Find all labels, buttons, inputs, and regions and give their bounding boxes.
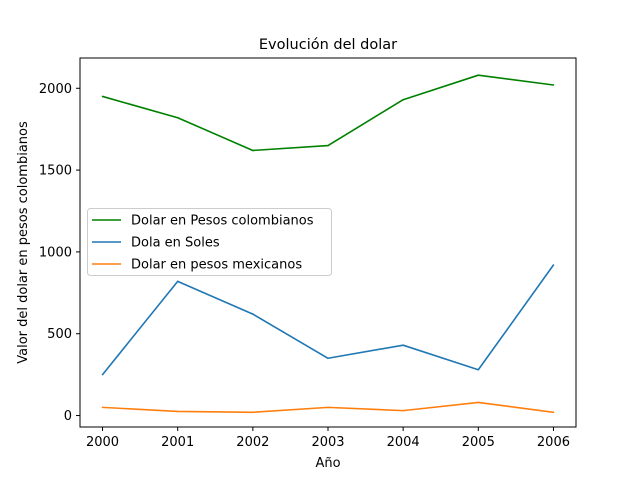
legend-label: Dolar en pesos mexicanos [131,258,302,273]
data-point [101,95,104,98]
x-tick-label: 2003 [311,435,344,450]
data-point [252,313,254,315]
data-point [477,401,480,404]
data-point [327,357,329,360]
x-tick-label: 2002 [236,435,269,450]
data-point [402,98,404,101]
data-point [552,411,555,414]
data-point [252,411,254,414]
legend-label: Dolar en Pesos colombianos [131,214,314,229]
data-point [402,344,404,346]
legend-box [87,208,332,276]
y-tick-label: 500 [47,327,72,342]
series-layer [101,74,555,414]
y-tick-label: 2000 [39,82,72,97]
legend: Dolar en Pesos colombianos Dola en Soles D… [87,208,332,276]
x-tick-label: 2001 [161,435,194,450]
data-point [252,149,254,152]
data-point [402,409,404,412]
data-point [552,84,555,86]
y-axis-label: Valor del dolar en pesos colombianos [16,121,31,364]
data-point [101,406,104,409]
x-tick-label: 2005 [462,435,495,450]
x-axis-label: Año [315,456,340,471]
data-point [327,406,329,409]
series-line-1 [102,74,554,152]
x-tick-label: 2000 [86,435,119,450]
data-point [477,368,480,371]
data-point [176,116,179,119]
x-tick-label: 2006 [537,435,570,450]
data-point [552,264,555,266]
y-tick-label: 0 [64,409,72,424]
chart-title: Evolución del dolar [259,37,397,53]
data-point [176,410,179,413]
data-point [101,373,104,376]
x-axis: 2000 2001 2002 2003 2004 2005 2006 [86,427,570,450]
legend-label: Dola en Soles [131,236,220,251]
data-point [327,144,329,147]
y-tick-label: 1000 [39,245,72,260]
data-point [176,280,179,283]
y-tick-label: 1500 [39,164,72,179]
y-axis: 0 500 1000 1500 2000 [39,82,80,424]
x-tick-label: 2004 [387,435,420,450]
data-point [477,74,480,76]
